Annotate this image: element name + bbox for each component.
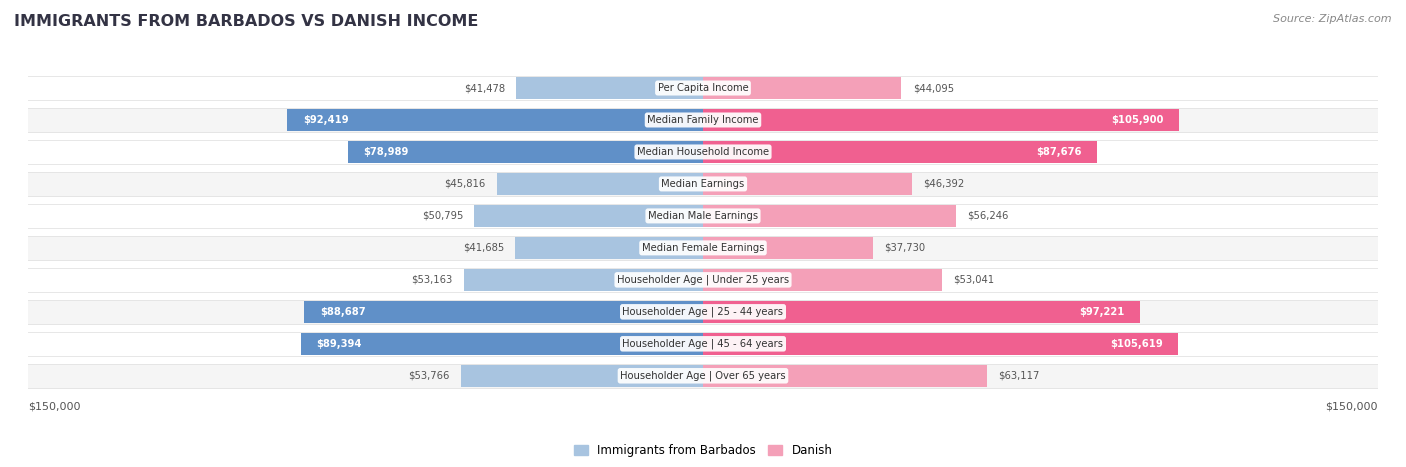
- Text: $46,392: $46,392: [922, 179, 965, 189]
- Bar: [20, 332, 1386, 356]
- Bar: [516, 237, 703, 259]
- Text: $89,394: $89,394: [316, 339, 363, 349]
- Text: $41,685: $41,685: [463, 243, 505, 253]
- Legend: Immigrants from Barbados, Danish: Immigrants from Barbados, Danish: [569, 439, 837, 462]
- Text: $150,000: $150,000: [28, 401, 80, 411]
- Text: IMMIGRANTS FROM BARBADOS VS DANISH INCOME: IMMIGRANTS FROM BARBADOS VS DANISH INCOM…: [14, 14, 478, 29]
- Text: $56,246: $56,246: [967, 211, 1008, 221]
- Text: $45,816: $45,816: [444, 179, 485, 189]
- Bar: [703, 77, 901, 99]
- Text: $92,419: $92,419: [302, 115, 349, 125]
- Bar: [496, 173, 703, 195]
- Text: $78,989: $78,989: [363, 147, 409, 157]
- Bar: [703, 109, 1180, 131]
- Bar: [287, 109, 703, 131]
- Text: $88,687: $88,687: [319, 307, 366, 317]
- Text: $44,095: $44,095: [912, 83, 953, 93]
- Bar: [703, 237, 873, 259]
- Text: Median Earnings: Median Earnings: [661, 179, 745, 189]
- Text: $53,041: $53,041: [953, 275, 994, 285]
- Bar: [347, 141, 703, 163]
- Bar: [301, 333, 703, 354]
- Bar: [20, 204, 1386, 228]
- Text: Source: ZipAtlas.com: Source: ZipAtlas.com: [1274, 14, 1392, 24]
- Text: $97,221: $97,221: [1080, 307, 1125, 317]
- Bar: [20, 140, 1386, 164]
- Text: Householder Age | Under 25 years: Householder Age | Under 25 years: [617, 275, 789, 285]
- Text: Householder Age | Over 65 years: Householder Age | Over 65 years: [620, 370, 786, 381]
- Bar: [474, 205, 703, 227]
- Bar: [516, 77, 703, 99]
- Bar: [20, 364, 1386, 388]
- Text: Per Capita Income: Per Capita Income: [658, 83, 748, 93]
- Bar: [20, 172, 1386, 196]
- Text: $63,117: $63,117: [998, 371, 1039, 381]
- Text: Median Family Income: Median Family Income: [647, 115, 759, 125]
- Bar: [703, 301, 1140, 323]
- Text: $105,900: $105,900: [1111, 115, 1164, 125]
- Bar: [20, 300, 1386, 324]
- Text: $105,619: $105,619: [1109, 339, 1163, 349]
- Bar: [20, 236, 1386, 260]
- Bar: [304, 301, 703, 323]
- Bar: [703, 173, 911, 195]
- Bar: [20, 268, 1386, 292]
- Text: Median Household Income: Median Household Income: [637, 147, 769, 157]
- Text: $41,478: $41,478: [464, 83, 505, 93]
- Bar: [703, 333, 1178, 354]
- Text: $87,676: $87,676: [1036, 147, 1081, 157]
- Text: $53,163: $53,163: [412, 275, 453, 285]
- Text: $150,000: $150,000: [1326, 401, 1378, 411]
- Bar: [703, 365, 987, 387]
- Text: Householder Age | 25 - 44 years: Householder Age | 25 - 44 years: [623, 307, 783, 317]
- Text: Median Male Earnings: Median Male Earnings: [648, 211, 758, 221]
- Bar: [20, 108, 1386, 132]
- Bar: [20, 76, 1386, 100]
- Bar: [703, 269, 942, 291]
- Text: Median Female Earnings: Median Female Earnings: [641, 243, 765, 253]
- Bar: [703, 141, 1098, 163]
- Bar: [461, 365, 703, 387]
- Bar: [464, 269, 703, 291]
- Text: $37,730: $37,730: [884, 243, 925, 253]
- Text: $53,766: $53,766: [409, 371, 450, 381]
- Text: Householder Age | 45 - 64 years: Householder Age | 45 - 64 years: [623, 339, 783, 349]
- Bar: [703, 205, 956, 227]
- Text: $50,795: $50,795: [422, 211, 463, 221]
